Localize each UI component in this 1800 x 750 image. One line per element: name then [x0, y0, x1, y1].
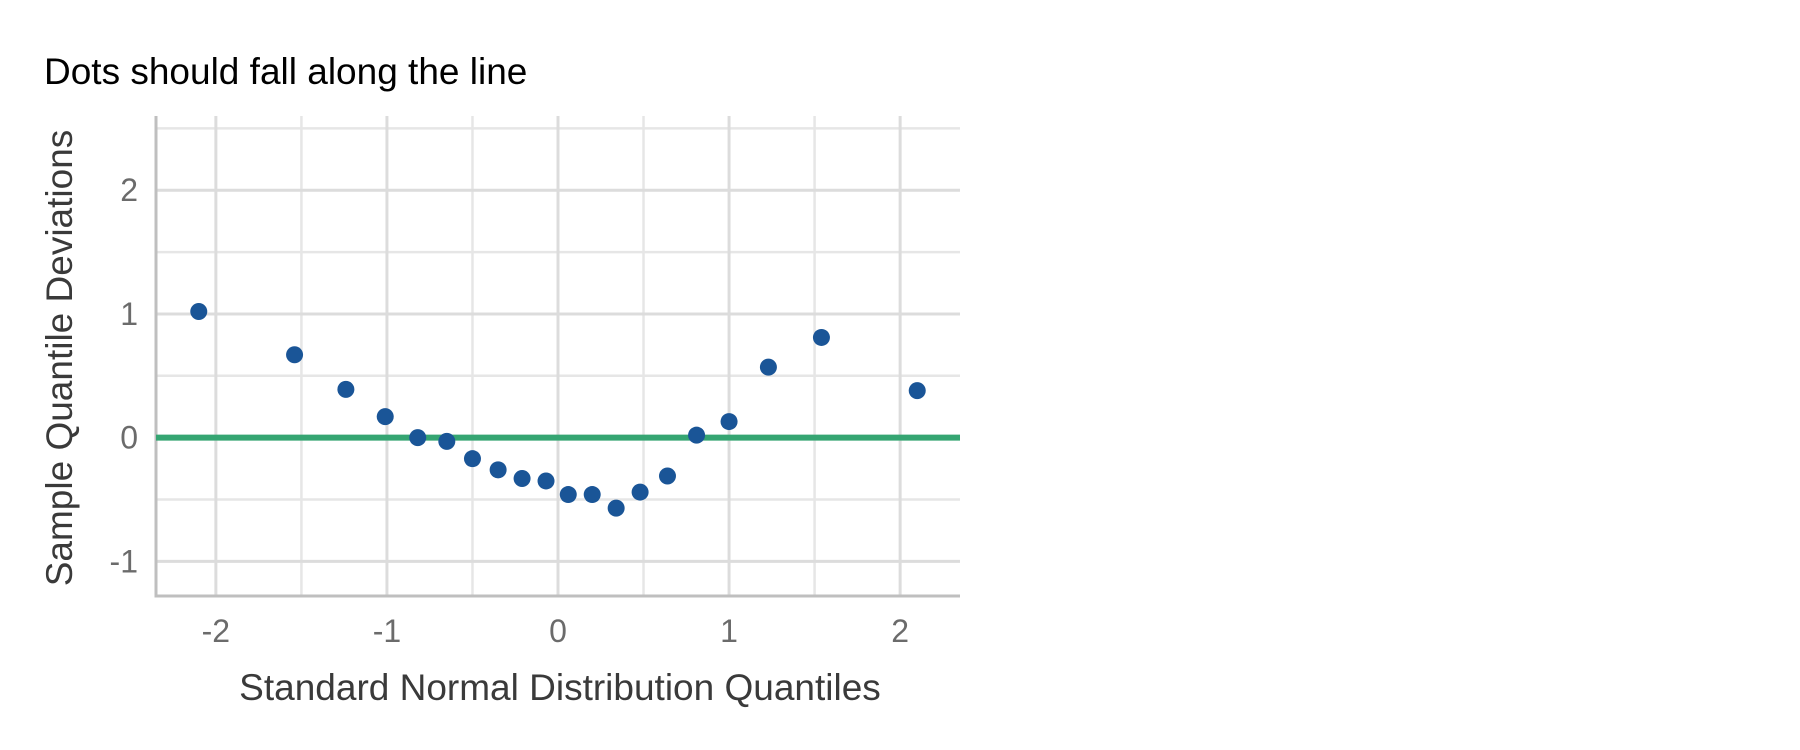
- y-axis-title: Sample Quantile Deviations: [39, 130, 80, 587]
- data-point: [286, 346, 304, 364]
- data-point: [337, 380, 355, 398]
- data-point: [759, 358, 777, 376]
- x-tick-labels: -2 -1 0 1 2: [202, 613, 909, 649]
- axis-layer: [154, 116, 960, 598]
- y-tick-label: 2: [120, 172, 138, 208]
- data-point: [537, 472, 555, 490]
- y-tick-label: 0: [120, 420, 138, 456]
- data-point: [409, 429, 427, 447]
- y-tick-label: -1: [110, 543, 138, 579]
- grid-layer: [156, 116, 960, 596]
- data-point: [438, 432, 456, 450]
- data-point: [908, 382, 926, 400]
- data-point: [376, 408, 394, 426]
- data-point: [607, 499, 625, 517]
- data-point: [583, 486, 601, 504]
- x-tick-label: 0: [549, 613, 567, 649]
- points-layer: [190, 302, 926, 517]
- data-point: [463, 450, 481, 468]
- data-point: [688, 426, 706, 444]
- x-axis-title: Standard Normal Distribution Quantiles: [239, 667, 881, 708]
- data-point: [190, 302, 208, 320]
- x-tick-label: 2: [891, 613, 909, 649]
- data-point: [513, 469, 531, 487]
- x-tick-label: -1: [373, 613, 401, 649]
- y-tick-label: 1: [120, 296, 138, 332]
- data-point: [658, 467, 676, 485]
- x-tick-label: -2: [202, 613, 230, 649]
- data-point: [489, 461, 507, 479]
- data-point: [631, 483, 649, 501]
- chart-title: Dots should fall along the line: [44, 51, 527, 92]
- data-point: [812, 328, 830, 346]
- y-tick-labels: -1 0 1 2: [110, 172, 138, 579]
- x-tick-label: 1: [720, 613, 738, 649]
- data-point: [720, 413, 738, 431]
- data-point: [559, 486, 577, 504]
